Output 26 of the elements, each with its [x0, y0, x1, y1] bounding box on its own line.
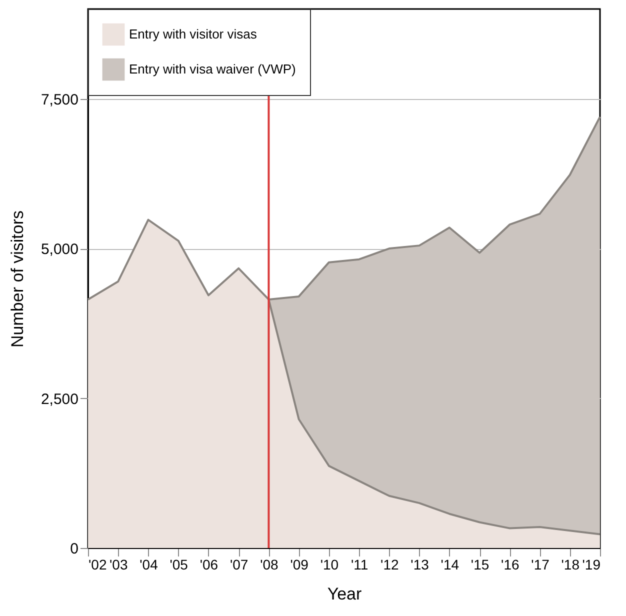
x-tick-label: '18 [561, 556, 580, 572]
x-tick-label: '16 [501, 556, 520, 572]
x-tick-label: '09 [290, 556, 309, 572]
x-tick-label: '06 [200, 556, 218, 572]
x-tick-label: '03 [109, 556, 128, 572]
y-tick-label: 7,500 [40, 91, 78, 108]
x-tick-label: '11 [350, 556, 368, 572]
x-tick-label: '10 [320, 556, 339, 572]
x-tick-label: '04 [140, 556, 158, 572]
x-tick-label: '15 [470, 556, 490, 572]
x-tick-label: '19 [582, 556, 601, 572]
legend-label: Entry with visa waiver (VWP) [129, 62, 296, 76]
x-tick-label: '14 [440, 556, 460, 572]
x-tick-label: '02 [88, 556, 107, 572]
x-axis-title: Year [327, 584, 362, 604]
x-tick-label: '05 [170, 556, 188, 572]
y-tick-label: 5,000 [40, 241, 78, 258]
y-axis-title: Number of visitors [8, 210, 27, 348]
x-tick-label: '07 [230, 556, 248, 572]
y-tick-label: 2,500 [40, 390, 78, 408]
x-tick-label: '12 [380, 556, 400, 572]
legend-label: Entry with visitor visas [129, 26, 258, 42]
x-tick-label: '13 [410, 556, 430, 572]
x-tick-label: '17 [531, 556, 550, 572]
x-tick-label: '08 [260, 556, 279, 572]
y-tick-label: 0 [70, 540, 78, 558]
